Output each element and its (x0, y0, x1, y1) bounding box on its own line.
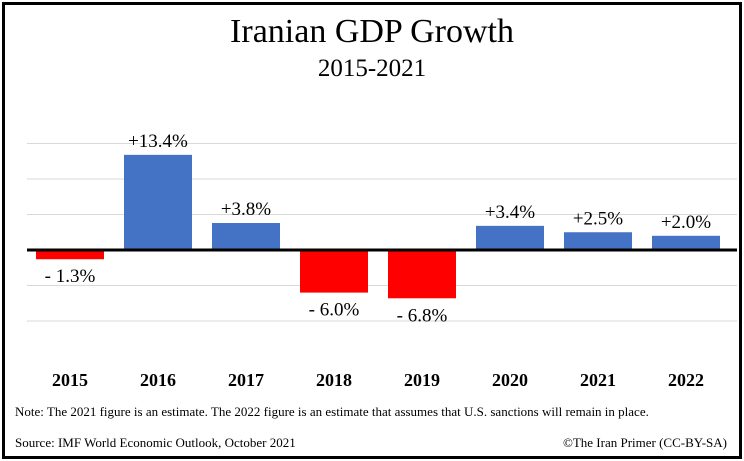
chart-subtitle: 2015-2021 (317, 55, 427, 82)
data-label-2019: - 6.8% (397, 305, 448, 326)
x-tick-2015: 2015 (52, 370, 88, 390)
bar-2018 (300, 250, 368, 293)
credit-text: ©The Iran Primer (CC-BY-SA) (562, 435, 727, 450)
source-text: Source: IMF World Economic Outlook, Octo… (15, 435, 296, 450)
data-label-2016: +13.4% (128, 131, 188, 152)
data-label-2022: +2.0% (661, 212, 711, 233)
bar-2020 (476, 225, 544, 250)
x-tick-2020: 2020 (492, 370, 528, 390)
bar-2015 (36, 250, 104, 260)
x-tick-2022: 2022 (668, 370, 704, 390)
data-label-2021: +2.5% (573, 208, 623, 229)
bar-2021 (564, 232, 632, 250)
data-label-2020: +3.4% (485, 202, 535, 223)
footnote: Note: The 2021 figure is an estimate. Th… (15, 404, 649, 419)
chart-title: Iranian GDP Growth (230, 13, 514, 50)
bar-2017 (212, 223, 280, 250)
x-tick-2021: 2021 (580, 370, 616, 390)
data-label-2018: - 6.0% (309, 300, 360, 321)
x-tick-2019: 2019 (404, 370, 440, 390)
bar-2019 (388, 250, 456, 299)
x-tick-2016: 2016 (140, 370, 176, 390)
data-label-2017: +3.8% (221, 199, 271, 220)
bar-2022 (652, 235, 720, 250)
bar-2016 (124, 154, 192, 250)
bar-chart: - 1.3% 2015 +13.4% 2016 +3.8% 2017 - 6.0% 2018 -… (27, 131, 737, 390)
x-tick-2018: 2018 (316, 370, 352, 390)
data-label-2015: - 1.3% (45, 266, 96, 287)
x-tick-2017: 2017 (228, 370, 264, 390)
